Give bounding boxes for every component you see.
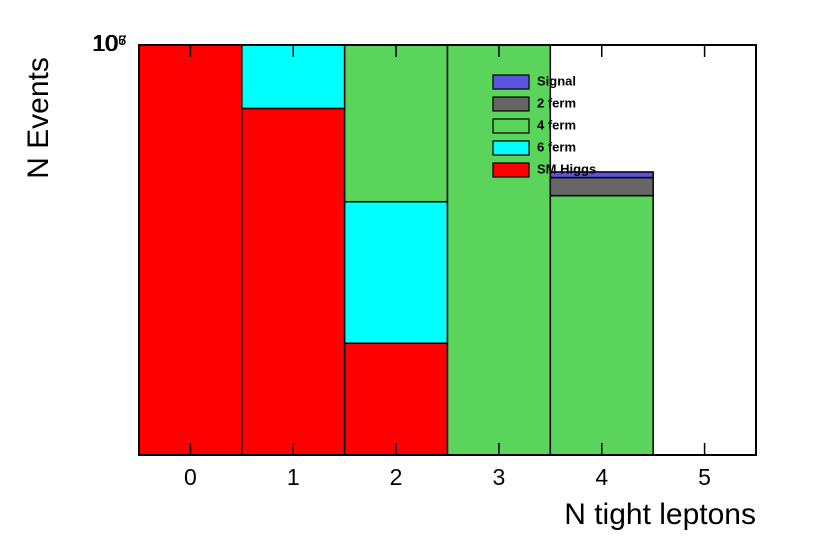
plot-frame (138, 44, 757, 456)
x-tick-label: 2 (390, 464, 403, 490)
x-tick-label: 3 (493, 464, 506, 490)
y-tick-label: 10⁵ (92, 30, 127, 56)
y-axis-label: N Events (22, 57, 55, 179)
legend-swatch (492, 74, 530, 90)
bar (343, 44, 449, 203)
x-tick-label: 1 (287, 464, 300, 490)
bar (343, 200, 449, 344)
bar (241, 107, 346, 456)
legend-swatch (492, 162, 530, 178)
legend-label: SM Higgs (537, 161, 596, 176)
legend-swatch (492, 96, 530, 112)
bar (138, 44, 243, 456)
legend-swatch (492, 140, 530, 156)
legend-swatch (492, 118, 530, 134)
y-tick-label: 10⁷ (93, 30, 127, 56)
bar (549, 194, 654, 456)
y-tick-label: 10⁶ (92, 30, 127, 56)
x-axis-label: N tight leptons (564, 498, 756, 531)
bar (549, 176, 654, 197)
legend-label: Signal (537, 73, 576, 88)
bar (549, 171, 654, 179)
legend-label: 4 ferm (537, 117, 576, 132)
x-tick-label: 0 (184, 464, 197, 490)
legend-label: 6 ferm (537, 139, 576, 154)
x-tick-label: 4 (595, 464, 608, 490)
x-tick-label: 5 (698, 464, 711, 490)
bar (343, 342, 449, 456)
legend-label: 2 ferm (537, 95, 576, 110)
